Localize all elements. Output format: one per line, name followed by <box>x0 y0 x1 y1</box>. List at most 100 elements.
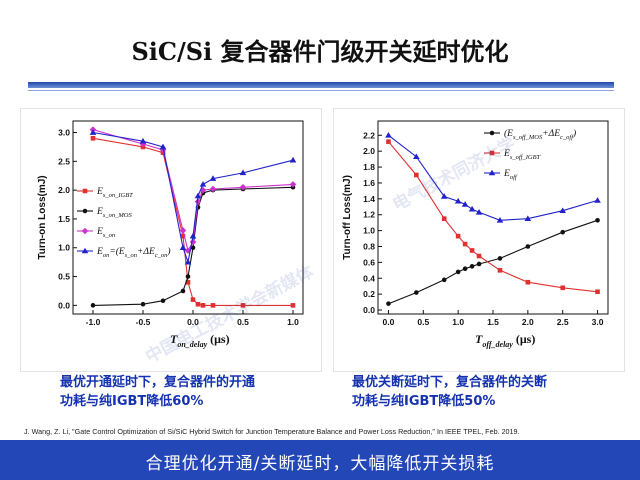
caption-left-line-2: 功耗与纯IGBT降低60% <box>60 394 204 409</box>
data-point-0-0-3 <box>180 233 186 239</box>
data-point-0-0-5 <box>190 297 196 302</box>
caption-right-line-2: 功耗与纯IGBT降低50% <box>352 394 496 409</box>
data-point-0-1-1 <box>140 301 146 307</box>
data-point-1-0-7 <box>497 256 503 261</box>
data-point-0-1-3 <box>180 288 186 294</box>
x-tick-label: 2.5 <box>557 317 569 327</box>
data-point-1-1-1 <box>414 172 419 178</box>
y-tick-label: 2.5 <box>58 156 70 166</box>
data-point-0-2-5 <box>189 238 197 246</box>
y-tick-label: 0.8 <box>363 241 375 251</box>
data-point-1-1-0 <box>386 139 391 144</box>
data-point-0-2-8 <box>209 185 217 193</box>
data-point-1-0-5 <box>469 264 475 269</box>
y-tick-label: 1.0 <box>58 243 70 253</box>
legend-marker-0-2 <box>81 227 89 235</box>
y-tick-label: 1.6 <box>363 178 375 188</box>
data-point-1-1-7 <box>497 268 503 273</box>
data-point-1-0-6 <box>476 261 482 267</box>
legend-marker-0-0 <box>82 188 88 194</box>
data-point-0-3-2 <box>159 143 167 150</box>
data-point-1-1-2 <box>441 216 447 221</box>
data-point-0-1-0 <box>90 303 96 308</box>
data-point-1-1-9 <box>560 285 565 291</box>
data-point-1-2-3 <box>454 197 462 204</box>
legend-entry-1-1: Es_off_IGBT <box>503 149 541 161</box>
turn-on-loss-chart: -1.0 -0.5 0.0 0.5 1.0 0.0 0.5 1.0 1.5 2.0 2.5 3.0 Tu… <box>20 108 322 372</box>
series-line-1-0 <box>388 219 598 305</box>
data-point-1-0-8 <box>525 244 531 249</box>
x-tick-label: 0.0 <box>187 317 199 327</box>
data-point-0-1-2 <box>160 298 166 304</box>
data-point-1-2-0 <box>385 131 392 138</box>
x-tick-label: 0.5 <box>237 317 249 327</box>
y-tick-label: 1.5 <box>58 214 70 224</box>
y-tick-label: 0.2 <box>363 289 375 299</box>
legend-entry-0-0: Es_on_IGBT <box>96 187 133 199</box>
data-point-0-3-0 <box>89 129 97 135</box>
data-point-1-0-10 <box>595 217 600 223</box>
y-tick-label: 0.0 <box>58 300 70 310</box>
page-title: SiC/Si 复合器件门级开关延时优化 <box>131 37 509 66</box>
data-point-1-0-1 <box>414 290 419 295</box>
data-point-1-2-4 <box>461 201 469 207</box>
y-axis-label: Turn-on Loss(mJ) <box>37 175 48 259</box>
legend-marker-0-1 <box>82 208 88 214</box>
data-point-1-0-9 <box>560 229 565 235</box>
x-tick-label: 1.0 <box>452 317 464 327</box>
y-tick-label: 0.0 <box>363 305 375 315</box>
data-point-1-0-2 <box>441 277 447 283</box>
data-point-1-2-7 <box>496 216 504 223</box>
y-tick-label: 2.2 <box>363 130 375 140</box>
data-point-1-2-9 <box>559 207 566 214</box>
y-tick-label: 2.0 <box>58 185 70 195</box>
x-axis-label: Toff_delay (μs) <box>475 332 535 349</box>
data-point-0-3-4 <box>184 258 192 265</box>
data-point-0-1-4 <box>185 274 191 279</box>
data-point-1-0-4 <box>462 266 468 272</box>
y-tick-label: 0.6 <box>363 257 375 267</box>
legend-entry-0-2: Es_on <box>96 227 115 239</box>
data-point-0-0-8 <box>210 303 216 308</box>
x-tick-label: 3.0 <box>592 317 604 327</box>
data-point-0-0-6 <box>195 301 201 307</box>
plot-frame <box>72 120 304 315</box>
data-point-0-0-7 <box>200 303 206 308</box>
title-underline-thin <box>28 90 614 91</box>
data-point-0-3-1 <box>139 137 147 144</box>
x-axis-label: Ton_delay (μs) <box>170 332 230 349</box>
data-point-1-2-6 <box>475 209 483 215</box>
y-axis-label: Turn-off Loss(mJ) <box>342 175 353 260</box>
data-point-0-3-7 <box>199 181 207 187</box>
footer-bar <box>0 440 640 480</box>
y-tick-label: 1.0 <box>363 226 375 236</box>
x-tick-label: -1.0 <box>86 317 101 327</box>
data-point-1-2-1 <box>413 153 420 160</box>
data-point-1-2-5 <box>468 205 476 212</box>
data-point-0-0-4 <box>185 280 191 285</box>
caption-right-line-1: 最优关断延时下，复合器件的关断 <box>352 375 548 390</box>
legend-marker-1-2 <box>488 169 496 176</box>
title-underline <box>28 82 614 88</box>
x-tick-label: -0.5 <box>136 317 151 327</box>
data-point-0-0-0 <box>90 135 96 141</box>
x-tick-label: 2.0 <box>522 317 534 327</box>
data-point-1-2-8 <box>524 215 532 221</box>
data-point-0-2-10 <box>289 181 297 188</box>
footer-text: 合理优化开通/关断延时，大幅降低开关损耗 <box>145 454 495 474</box>
legend-entry-0-1: Es_on_MOS <box>96 207 132 219</box>
turn-off-loss-svg: 0.0 0.5 1.0 1.5 2.0 2.5 3.0 0.0 0.2 0.4 0.6 0.8 1.0 1… <box>342 120 609 349</box>
data-point-0-0-9 <box>240 303 246 308</box>
data-point-1-0-0 <box>386 301 391 306</box>
data-point-1-1-3 <box>455 233 461 239</box>
x-tick-label: 1.5 <box>487 317 499 327</box>
data-point-0-3-10 <box>289 156 297 163</box>
x-tick-label: 0.5 <box>417 317 429 327</box>
data-point-0-3-8 <box>209 175 217 181</box>
data-point-0-0-10 <box>290 303 296 308</box>
data-point-0-3-5 <box>189 232 197 239</box>
x-tick-label: 0.0 <box>383 317 395 327</box>
data-point-0-3-9 <box>239 169 247 176</box>
legend-entry-0-3: Eon=(Es_on+ΔEc_on) <box>96 246 171 259</box>
data-point-1-1-8 <box>525 279 531 285</box>
